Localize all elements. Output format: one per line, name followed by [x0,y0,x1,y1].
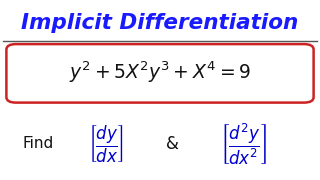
Text: &: & [166,135,179,153]
Text: $\left[\dfrac{dy}{dx}\right]$: $\left[\dfrac{dy}{dx}\right]$ [88,123,124,165]
Text: $y^2 + 5X^2y^3 + X^4 = 9$: $y^2 + 5X^2y^3 + X^4 = 9$ [69,59,251,85]
Text: Find: Find [23,136,54,152]
Text: Implicit Differentiation: Implicit Differentiation [21,13,299,33]
FancyBboxPatch shape [6,44,314,103]
Text: $\left[\dfrac{d^2y}{dx^2}\right]$: $\left[\dfrac{d^2y}{dx^2}\right]$ [220,121,267,167]
